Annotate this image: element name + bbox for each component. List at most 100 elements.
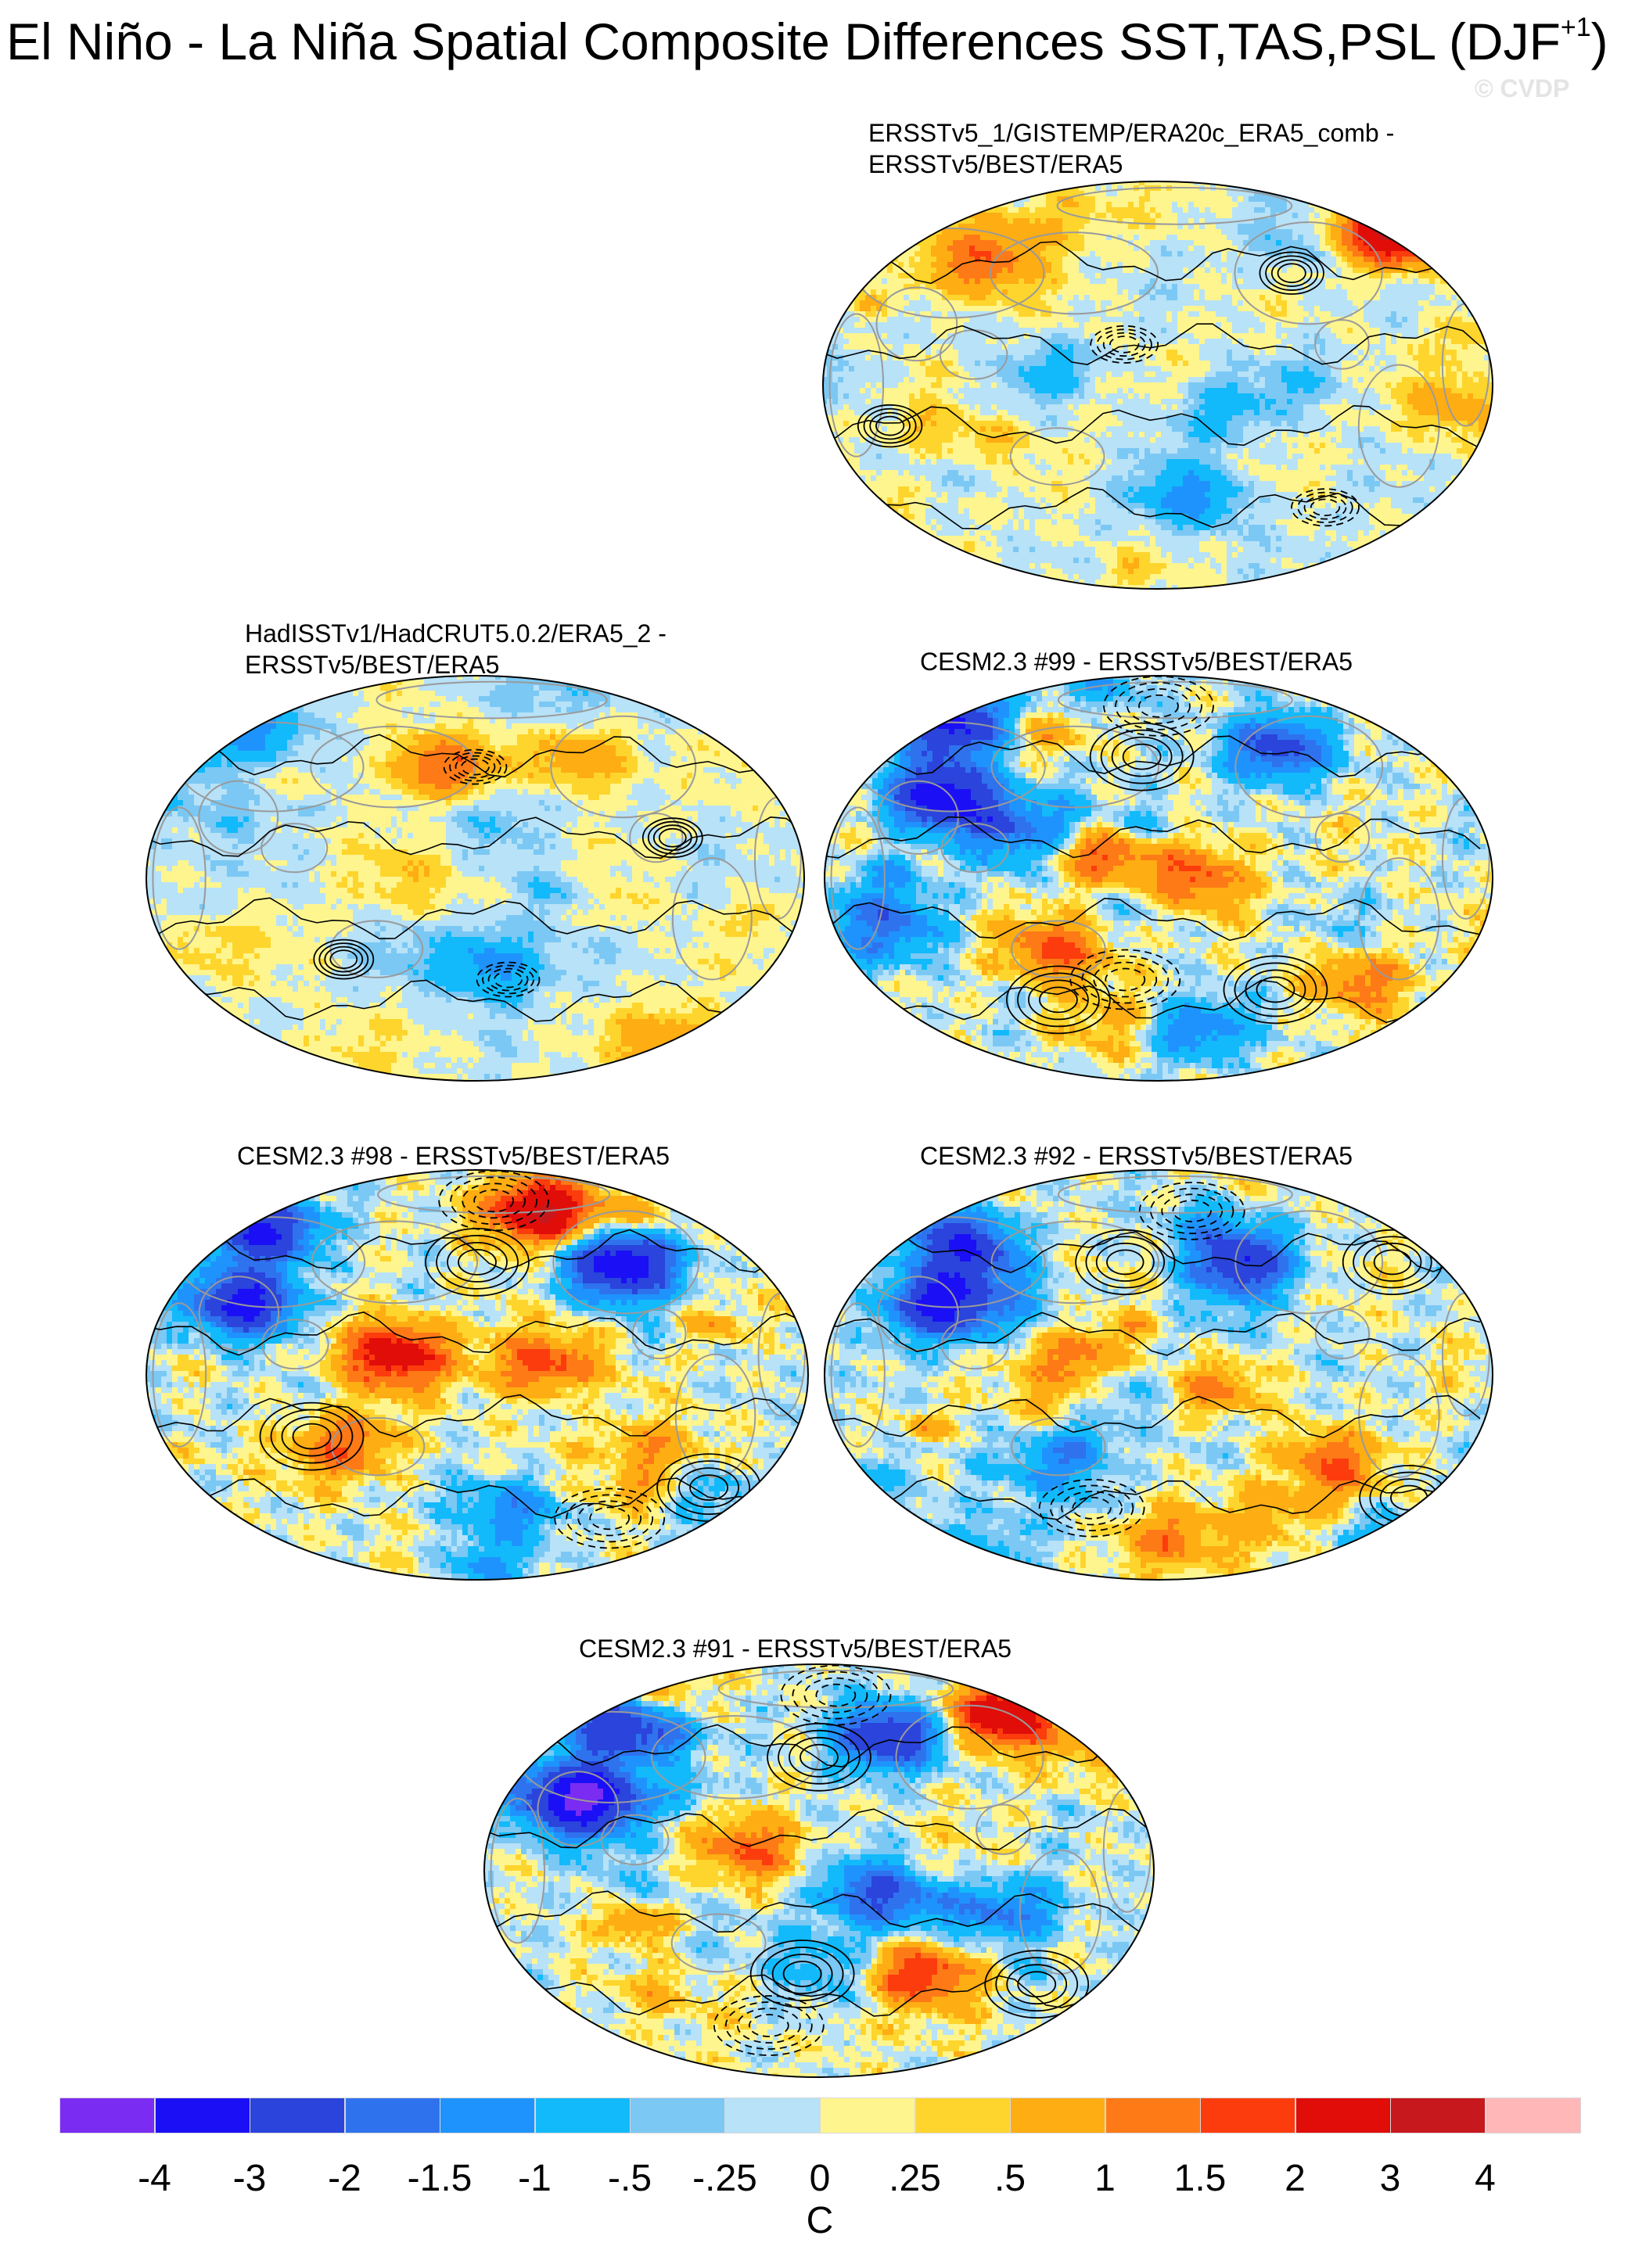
psl-contour-negative <box>487 967 529 992</box>
psl-contour-negative <box>554 1487 666 1549</box>
coastline <box>1057 680 1293 720</box>
coastline <box>877 1276 959 1351</box>
coastline <box>311 1220 478 1304</box>
colorbar-box <box>1105 2098 1201 2133</box>
coastline <box>1019 1849 1101 1975</box>
psl-contour-positive <box>789 1736 850 1778</box>
psl-contour-negative <box>792 1670 880 1720</box>
colorbar-tick-label: -1 <box>518 2157 552 2201</box>
psl-contour-line <box>146 1229 803 1273</box>
psl-contour-positive <box>1223 955 1328 1025</box>
psl-contour-negative <box>1069 949 1181 1010</box>
psl-contour-positive <box>1259 251 1324 295</box>
psl-contour-positive <box>458 1249 497 1276</box>
psl-contour-positive <box>641 817 703 859</box>
coastline <box>198 1276 280 1351</box>
psl-contour-negative <box>815 1683 857 1707</box>
colorbar-box <box>724 2098 821 2133</box>
colorbar-tick-label: -3 <box>233 2157 267 2201</box>
colorbar-box <box>630 2098 725 2133</box>
coastline <box>1358 1353 1440 1478</box>
psl-contour-positive <box>689 1474 728 1502</box>
panel-2-map <box>146 675 805 1082</box>
psl-contour-positive <box>1234 962 1317 1017</box>
colorbar-box <box>344 2098 440 2133</box>
psl-contour-negative <box>1090 325 1159 364</box>
psl-contour-positive <box>1085 1236 1166 1289</box>
psl-contour-negative <box>1102 332 1146 357</box>
psl-contour-negative <box>724 2001 813 2050</box>
colorbar-box <box>1295 2098 1391 2133</box>
psl-contour-positive <box>1111 736 1173 777</box>
psl-contour-negative <box>1161 1193 1224 1229</box>
coastline <box>198 780 279 855</box>
psl-contour-negative <box>736 2008 801 2044</box>
coastline <box>1234 715 1384 819</box>
colorbar-box <box>59 2098 155 2133</box>
psl-contour-positive <box>857 404 923 448</box>
coastline <box>830 1302 886 1448</box>
coastline <box>1314 813 1371 863</box>
psl-contour-positive <box>1038 986 1078 1014</box>
coastline <box>1357 364 1440 488</box>
coastline <box>330 1417 426 1477</box>
coastline <box>717 1669 954 1709</box>
psl-contour-positive <box>1270 259 1313 288</box>
psl-contour-negative <box>473 1189 515 1213</box>
psl-contour-positive <box>1122 743 1162 770</box>
psl-contour-positive <box>1100 729 1184 784</box>
psl-contour-negative <box>589 1506 631 1531</box>
coastline <box>629 813 684 863</box>
colorbar-tick-label: -2 <box>328 2157 361 2201</box>
psl-contour-line <box>484 1724 1154 1768</box>
coastline <box>490 1797 546 1944</box>
psl-contour-negative <box>780 1664 892 1726</box>
psl-contour-line <box>823 241 1493 285</box>
psl-contour-positive <box>875 415 905 436</box>
colorbar-box <box>915 2098 1011 2133</box>
coastline <box>310 725 476 809</box>
colorbar-units: C <box>807 2199 834 2243</box>
coastline <box>1056 186 1293 225</box>
psl-contour-negative <box>1303 495 1347 520</box>
psl-contour-negative <box>494 971 523 989</box>
coastline <box>1057 1175 1293 1215</box>
colorbar-tick-label: -4 <box>138 2157 171 2201</box>
psl-contour-positive <box>1363 1242 1422 1282</box>
psl-contour-positive <box>259 1401 365 1471</box>
psl-contour-positive <box>1006 1964 1068 2005</box>
psl-contour-negative <box>803 1677 868 1714</box>
coastline <box>830 806 886 950</box>
psl-contour-negative <box>450 1176 538 1226</box>
coastline <box>828 313 885 458</box>
colorbar-box <box>250 2098 345 2133</box>
map-border <box>822 181 1493 590</box>
psl-contour-line <box>484 1807 1154 1851</box>
coastline <box>377 1175 611 1215</box>
psl-contour-negative <box>577 1500 642 1537</box>
coastline <box>329 920 424 978</box>
psl-contour-negative <box>1049 1484 1134 1531</box>
psl-contour-positive <box>1353 1236 1432 1289</box>
coastline <box>651 1715 820 1800</box>
coastline <box>550 715 697 819</box>
psl-contour-positive <box>869 411 911 440</box>
psl-contour-negative <box>1105 967 1146 992</box>
psl-contour-line <box>825 816 1481 859</box>
psl-contour-negative <box>1138 694 1179 718</box>
panel-6-map <box>483 1663 1155 2078</box>
psl-contour-positive <box>1277 263 1306 284</box>
psl-contour-positive <box>313 938 375 980</box>
map-border <box>824 1169 1493 1581</box>
coastline <box>552 1210 700 1315</box>
psl-contour-positive <box>1016 972 1100 1028</box>
psl-contour-positive <box>281 1416 343 1457</box>
psl-contour-positive <box>1265 255 1319 291</box>
colorbar-tick-label: 4 <box>1475 2157 1496 2201</box>
psl-contour-positive <box>447 1242 508 1283</box>
psl-contour-negative <box>713 1995 825 2056</box>
coastline <box>1011 920 1106 978</box>
colorbar-tick-label: -1.5 <box>408 2157 473 2201</box>
psl-contour-positive <box>863 407 917 444</box>
psl-contour-positive <box>1027 979 1089 1021</box>
